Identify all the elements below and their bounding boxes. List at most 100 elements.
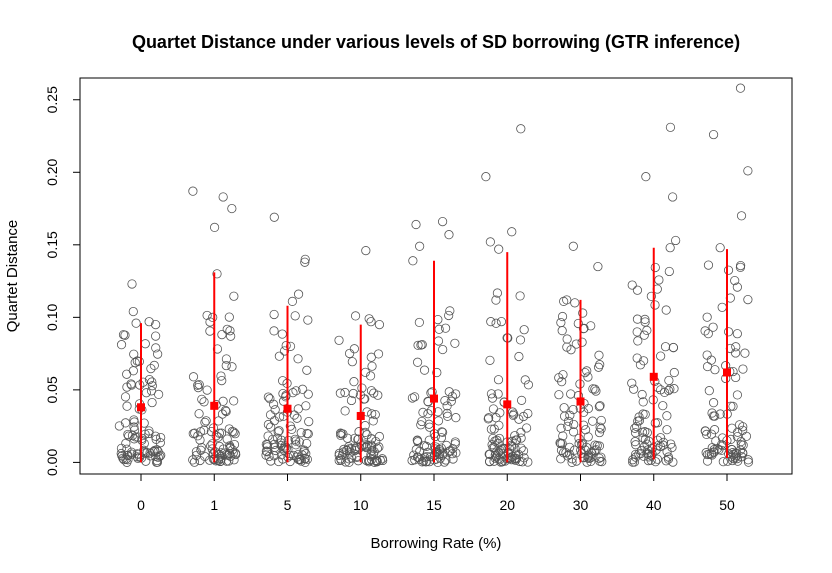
data-point [702,449,713,460]
data-point [444,230,454,240]
data-point [297,384,308,394]
data-point [650,457,661,467]
data-point [450,338,460,348]
data-point [485,355,495,365]
data-point [416,420,426,430]
data-point [349,377,359,387]
data-point [227,203,237,214]
data-point [225,451,236,461]
data-point [646,291,656,301]
data-point [188,186,198,196]
data-point [732,432,742,442]
data-point [141,388,151,398]
data-point [660,342,671,352]
scatter-points [114,83,754,467]
data-point [261,446,271,456]
data-point [440,396,450,406]
data-point [345,448,355,458]
data-point [591,445,601,455]
data-point [274,351,284,361]
data-point [216,453,226,464]
data-point [592,441,602,451]
data-point [442,411,453,421]
data-point [294,437,304,447]
data-point [494,420,504,430]
data-point [484,457,495,467]
data-point [300,254,310,264]
data-point [229,291,239,301]
data-point [557,438,567,449]
data-point [340,406,350,416]
data-point [706,355,716,365]
data-point [642,325,652,336]
data-point [634,449,644,459]
data-point [631,452,641,462]
data-point [559,296,569,306]
data-point [123,429,133,440]
data-point [146,386,157,396]
data-point [658,401,668,411]
data-point [118,453,128,463]
data-point [362,407,372,417]
data-point [562,334,572,344]
data-point [669,384,679,394]
data-point [448,454,458,464]
data-point [296,428,306,438]
data-point [374,431,385,442]
data-point [669,367,679,378]
data-point [218,396,228,406]
data-point [646,455,656,465]
data-point [364,455,374,466]
data-point [495,455,505,465]
data-point [716,445,727,455]
data-point [568,241,578,251]
data-point [702,350,712,360]
data-point [128,366,138,376]
data-point [418,407,428,417]
data-point [299,445,309,455]
data-point [285,341,296,351]
data-point [218,192,228,202]
data-point [199,397,209,407]
data-point [224,424,234,434]
x-tick-label: 10 [353,497,369,513]
data-point [191,450,201,461]
data-point [495,408,505,418]
data-point [446,396,456,406]
data-point [569,419,579,430]
data-point [208,449,218,459]
data-point [151,331,161,341]
data-point [708,322,718,332]
data-point [445,306,455,316]
data-point [583,403,593,414]
data-point [640,317,650,327]
data-point [336,430,346,441]
data-point [709,447,719,457]
data-point [200,417,210,427]
data-point [563,421,573,431]
data-point [557,326,567,336]
data-point [226,331,236,341]
data-point [447,391,458,402]
data-point [591,386,601,396]
data-point [734,420,745,430]
data-point [364,314,374,324]
data-point [730,348,741,358]
data-point [594,453,604,463]
data-point [451,448,461,458]
data-point [373,349,384,359]
data-point [262,442,272,452]
data-point [419,365,430,375]
data-point [188,429,198,439]
data-point [633,336,643,346]
data-point [216,428,227,438]
data-point [632,353,642,363]
data-point [291,436,301,446]
data-point [346,395,357,406]
data-point [661,305,671,315]
data-point [129,425,140,435]
data-point [371,436,381,447]
data-point [494,433,505,444]
data-point [668,192,678,202]
data-point [276,440,286,451]
